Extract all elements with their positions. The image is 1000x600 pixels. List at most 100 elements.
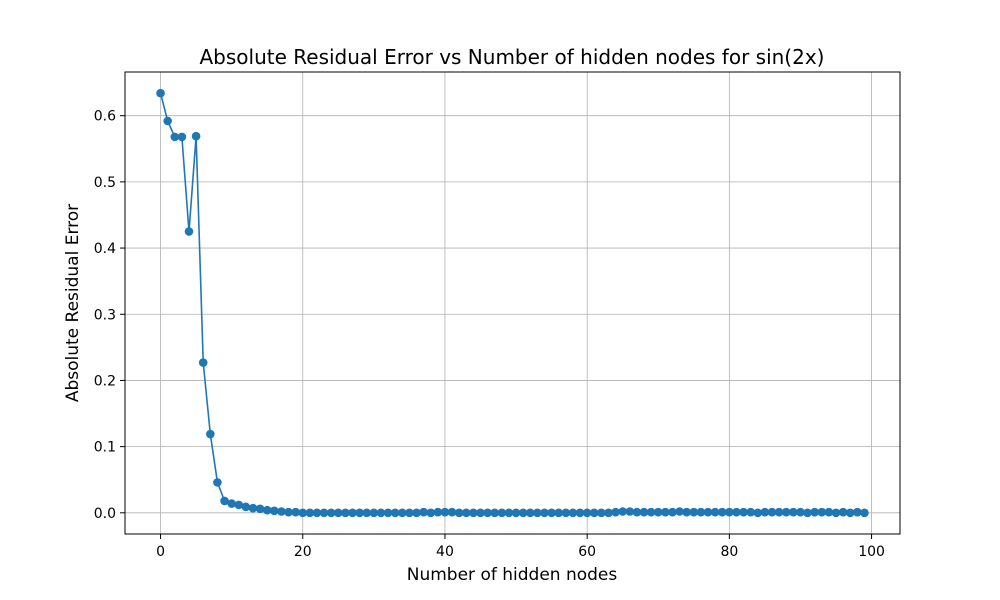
data-point [796, 507, 805, 517]
data-point [184, 227, 194, 236]
data-point [234, 500, 244, 510]
data-point [156, 88, 165, 98]
data-point [341, 508, 350, 518]
data-point [618, 507, 628, 516]
y-tick-label: 0.5 [94, 175, 116, 191]
data-point [298, 508, 308, 518]
data-point [675, 507, 684, 516]
data-point [469, 508, 478, 518]
data-point [789, 507, 798, 517]
data-point [597, 508, 606, 518]
x-axis-label: Number of hidden nodes [407, 565, 618, 585]
plot-area [156, 88, 869, 518]
data-point [582, 508, 592, 518]
data-point [433, 507, 443, 517]
y-tick-label: 0.0 [94, 506, 116, 522]
data-point [781, 507, 791, 517]
y-axis-label: Absolute Residual Error [63, 204, 83, 402]
data-point [206, 429, 215, 439]
data-point [284, 507, 293, 517]
data-point [248, 503, 258, 513]
data-point [270, 506, 279, 516]
data-point [845, 508, 855, 518]
data-point [717, 507, 727, 517]
data-point [710, 507, 720, 517]
data-point [653, 507, 663, 517]
data-point [227, 499, 236, 508]
data-point [191, 131, 201, 141]
data-point [334, 508, 343, 518]
data-point [696, 507, 706, 517]
data-point [426, 508, 436, 518]
y-tick-label: 0.2 [94, 373, 116, 389]
data-point [632, 507, 642, 517]
data-point [703, 507, 713, 517]
data-point [803, 508, 812, 518]
data-point [511, 508, 521, 518]
series-line [159, 92, 865, 514]
data-point [725, 507, 734, 517]
data-point [405, 508, 414, 518]
data-point [824, 507, 834, 517]
data-point [312, 508, 322, 518]
data-point [668, 507, 677, 517]
data-point [661, 507, 670, 517]
data-point [376, 508, 386, 518]
data-point [319, 508, 329, 518]
data-point [305, 508, 315, 518]
data-point [461, 508, 471, 518]
data-point [397, 508, 407, 518]
data-point [483, 508, 492, 518]
x-tick-label: 60 [578, 544, 596, 560]
data-point [625, 507, 635, 516]
data-point [355, 508, 364, 518]
data-point [163, 116, 172, 126]
data-point [646, 507, 656, 517]
data-point [561, 508, 571, 518]
data-point [739, 507, 748, 517]
data-point [213, 478, 222, 487]
data-point [504, 508, 514, 518]
data-point [533, 508, 542, 518]
data-point [853, 507, 862, 517]
x-tick-label: 20 [294, 544, 312, 560]
data-point [412, 508, 421, 518]
data-point [604, 508, 613, 518]
data-point [241, 502, 251, 512]
y-tick-label: 0.4 [94, 241, 116, 257]
data-point [177, 132, 187, 142]
x-tick-label: 100 [858, 544, 885, 560]
y-axis-ticks: 0.0 0.1 0.2 0.3 0.4 0.5 0.6 [94, 109, 125, 522]
data-point [490, 508, 500, 518]
data-point [860, 508, 869, 518]
data-point [774, 507, 784, 517]
data-point [348, 508, 357, 518]
x-tick-label: 0 [156, 544, 165, 560]
data-point [817, 507, 827, 517]
data-point [831, 508, 841, 518]
chart-title: Absolute Residual Error vs Number of hid… [200, 45, 825, 69]
data-point [689, 507, 699, 517]
grid-lines [125, 72, 900, 534]
data-point [732, 507, 741, 517]
data-point [326, 508, 336, 518]
data-point [454, 508, 464, 518]
data-point [767, 507, 777, 517]
data-point [291, 507, 300, 517]
data-point [447, 507, 457, 517]
data-point [220, 496, 229, 506]
x-tick-label: 80 [720, 544, 738, 560]
data-point [753, 508, 763, 518]
data-point [497, 508, 507, 518]
data-point [369, 508, 379, 518]
data-point [277, 507, 286, 516]
data-point [838, 507, 848, 517]
y-tick-label: 0.1 [94, 440, 116, 456]
data-point [170, 132, 180, 142]
data-point [575, 508, 585, 518]
y-tick-label: 0.3 [94, 307, 116, 323]
data-point [419, 507, 428, 517]
data-point [440, 507, 450, 517]
data-point [198, 358, 208, 367]
